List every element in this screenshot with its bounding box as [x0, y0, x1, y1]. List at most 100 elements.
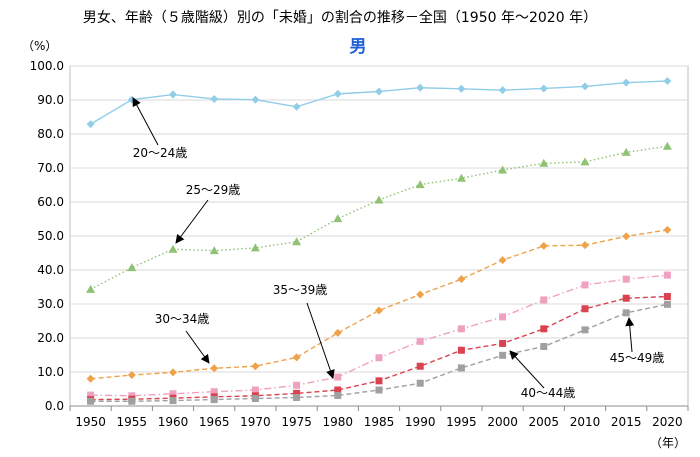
data-point [540, 325, 548, 333]
data-point [292, 237, 302, 246]
data-point [622, 232, 631, 241]
data-point [250, 243, 260, 252]
series-line [90, 80, 668, 125]
data-point [621, 147, 631, 156]
data-point [499, 313, 507, 321]
series-label: 40～44歳 [521, 386, 576, 400]
x-tick-label: 2020 [652, 415, 683, 429]
data-point [416, 362, 424, 370]
data-point [457, 364, 465, 372]
x-tick-label: 1960 [158, 415, 189, 429]
data-point [210, 388, 218, 396]
annotations: 20～24歳 25～29歳 30～34歳 35～39歳 40～44歳 45～49歳 [132, 97, 665, 400]
data-point [457, 325, 465, 333]
series-20～24歳 [86, 76, 672, 129]
data-point [169, 368, 177, 377]
data-point [333, 328, 342, 337]
data-point [375, 87, 383, 96]
data-point [457, 346, 465, 354]
data-point [127, 95, 136, 104]
chart-title: 男女、年齢（５歳階級）別の「未婚」の割合の推移－全国（1950 年～2020 年… [83, 9, 597, 26]
x-tick-label: 1970 [240, 415, 271, 429]
series-layer [86, 76, 672, 405]
series-label-arrow [625, 317, 635, 353]
y-tick-label: 90.0 [37, 93, 64, 107]
data-point [622, 78, 631, 87]
data-point [292, 353, 301, 362]
data-point [539, 241, 548, 250]
series-label: 35～39歳 [273, 283, 328, 297]
x-tick-label: 2010 [570, 415, 601, 429]
data-point [169, 90, 177, 99]
data-point [210, 94, 219, 103]
data-point [210, 396, 218, 404]
data-point [86, 374, 95, 383]
data-point [86, 120, 95, 129]
data-point [87, 397, 95, 405]
y-tick-label: 30.0 [37, 297, 64, 311]
series-25～29歳 [86, 141, 672, 293]
series-label: 45～49歳 [610, 351, 665, 365]
data-point [457, 84, 466, 93]
data-point [127, 263, 137, 272]
data-point [663, 293, 671, 301]
data-point [663, 225, 672, 234]
x-tick-label: 1965 [199, 415, 230, 429]
data-point [128, 397, 136, 405]
data-point [251, 362, 260, 371]
data-point [210, 364, 219, 373]
data-point [87, 391, 95, 399]
y-tick-label: 20.0 [37, 331, 64, 345]
x-tick-label: 1975 [281, 415, 312, 429]
data-point [622, 275, 630, 283]
data-point [580, 157, 590, 166]
data-point [498, 165, 508, 174]
series-label: 30～34歳 [155, 312, 210, 326]
y-tick-label: 80.0 [37, 127, 64, 141]
data-point [168, 244, 178, 253]
data-point [169, 390, 177, 398]
data-point [539, 84, 548, 93]
series-label-arrow [132, 97, 159, 146]
data-point [498, 256, 507, 265]
data-point [375, 386, 383, 394]
data-point [456, 173, 466, 182]
series-label-arrow [306, 302, 335, 379]
data-point [581, 326, 589, 334]
data-point [375, 377, 383, 385]
series-45～49歳 [87, 300, 671, 405]
data-point [416, 337, 424, 345]
data-point [293, 394, 301, 401]
data-point [375, 354, 383, 362]
y-tick-label: 60.0 [37, 195, 64, 209]
data-point [663, 300, 671, 308]
x-tick-label: 1980 [323, 415, 354, 429]
data-point [581, 241, 589, 250]
x-tick-label: 1950 [75, 415, 106, 429]
data-point [663, 76, 672, 85]
series-label: 20～24歳 [133, 146, 188, 160]
data-point [375, 306, 383, 315]
data-point [416, 290, 425, 299]
data-point [86, 284, 96, 293]
data-point [251, 95, 260, 104]
data-point [333, 89, 342, 98]
data-point [333, 214, 343, 223]
data-point [581, 305, 589, 313]
data-point [127, 371, 136, 380]
data-point [540, 343, 548, 350]
axes: 0.0 10.0 20.0 30.0 40.0 50.0 60.0 70.0 80.0 90.0 1… [30, 59, 689, 429]
y-tick-label: 10.0 [37, 365, 64, 379]
y-tick-label: 0.0 [45, 399, 64, 413]
data-point [292, 102, 301, 111]
series-label-arrow [175, 199, 209, 244]
data-point [662, 141, 672, 150]
y-tick-label: 40.0 [37, 263, 64, 277]
data-point [416, 83, 425, 92]
series-label-arrow [509, 350, 545, 389]
series-30～34歳 [86, 225, 672, 383]
x-tick-label: 2000 [487, 415, 518, 429]
data-point [251, 395, 259, 403]
x-tick-label: 2005 [529, 415, 560, 429]
data-point [374, 195, 384, 204]
